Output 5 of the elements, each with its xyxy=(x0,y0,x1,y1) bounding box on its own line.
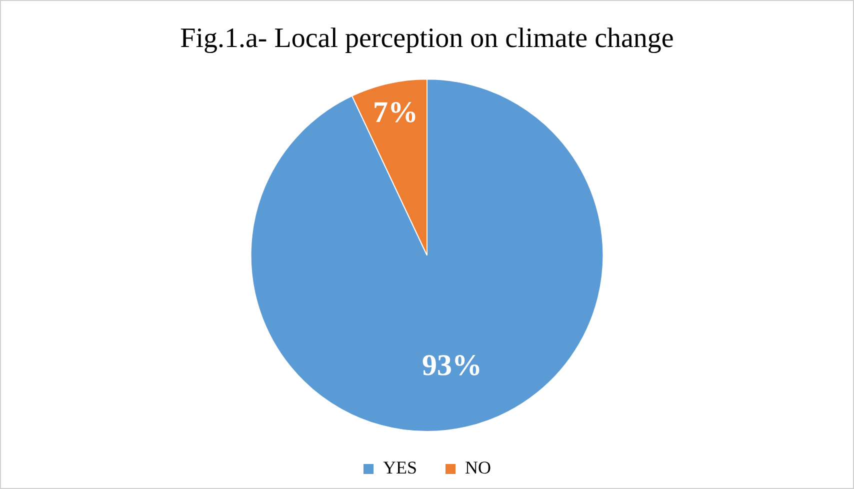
chart-title: Fig.1.a- Local perception on climate change xyxy=(180,23,674,54)
data-label: 7% xyxy=(372,96,418,130)
legend-label: NO xyxy=(465,458,492,478)
data-label: 93% xyxy=(422,348,482,382)
legend-label: YES xyxy=(383,458,418,478)
